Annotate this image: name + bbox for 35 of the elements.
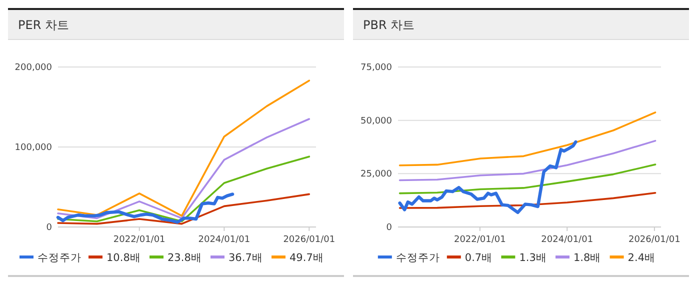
- y-tick-label: 100,000: [14, 143, 52, 153]
- y-tick-label: 25,000: [360, 170, 392, 180]
- x-tick-label: 2024/01/01: [541, 235, 594, 245]
- x-tick-label: 2024/01/01: [198, 235, 250, 245]
- x-tick-label: 2022/01/01: [113, 235, 166, 245]
- legend-label: 0.7배: [464, 252, 493, 264]
- legend-label: 1.8배: [574, 252, 602, 264]
- y-tick-label: 0: [386, 223, 392, 233]
- line-series: [57, 118, 310, 220]
- y-tick-label: 200,000: [14, 63, 52, 73]
- line-series: [398, 164, 656, 194]
- legend-label: 36.7배: [228, 252, 263, 264]
- x-tick-label: 2026/01/01: [283, 235, 336, 245]
- line-series: [57, 156, 310, 222]
- legend-label: 2.4배: [628, 252, 656, 264]
- legend-label: 수정주가: [38, 252, 82, 264]
- chart-title: PER 차트: [18, 18, 69, 32]
- legend-label: 49.7배: [290, 252, 324, 264]
- chart-title: PBR 차트: [363, 18, 415, 32]
- legend-label: 23.8배: [168, 252, 202, 264]
- line-series: [57, 80, 310, 217]
- legend-label: 10.8배: [106, 252, 141, 264]
- line-series: [57, 193, 310, 225]
- legend-label: 1.3배: [519, 252, 547, 264]
- y-tick-label: 50,000: [360, 116, 392, 126]
- line-series: [56, 192, 234, 224]
- line-series: [398, 192, 656, 209]
- y-tick-label: 0: [46, 223, 52, 233]
- legend-label: 수정주가: [396, 252, 440, 264]
- x-tick-label: 2022/01/01: [454, 235, 506, 245]
- line-series: [398, 140, 578, 214]
- line-series: [398, 140, 656, 182]
- x-tick-label: 2026/01/01: [628, 235, 680, 245]
- y-tick-label: 75,000: [360, 63, 392, 73]
- line-series: [398, 112, 656, 166]
